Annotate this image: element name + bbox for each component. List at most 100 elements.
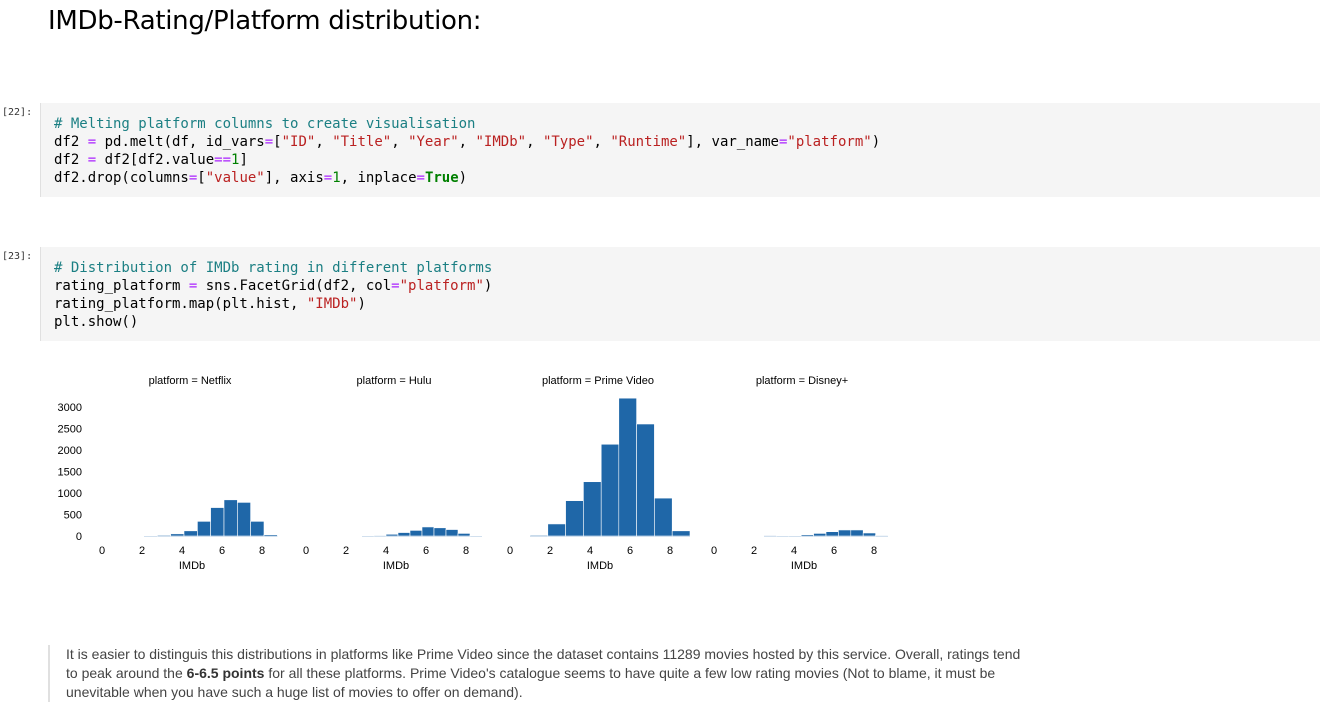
code-line: plt.show(): [54, 313, 1320, 331]
histogram-bar: [583, 481, 602, 537]
code-token: ): [871, 134, 881, 150]
code-token: ==: [214, 152, 232, 168]
code-token: 1: [332, 170, 341, 186]
code-token: ]: [239, 152, 248, 168]
histogram-bar: [654, 497, 673, 537]
code-token: ): [483, 278, 493, 294]
histogram-bar: [183, 530, 198, 537]
x-tick-label: 6: [627, 545, 633, 557]
x-tick-label: 2: [343, 545, 349, 557]
x-tick-label: 8: [667, 545, 673, 557]
histogram-bar: [875, 535, 889, 537]
code-token: rating_platform: [54, 278, 189, 294]
histogram-bar: [421, 526, 435, 537]
y-tick-label: 0: [76, 531, 82, 543]
y-tick-label: 1000: [58, 488, 82, 500]
histogram-bar: [197, 521, 211, 537]
x-tick-label: 0: [99, 545, 105, 557]
histogram-bar: [409, 530, 423, 537]
code-token: "platform": [399, 278, 484, 294]
code-token: =: [264, 134, 274, 150]
code-token: ,: [458, 134, 476, 150]
histogram-bar: [636, 423, 655, 537]
code-editor[interactable]: # Melting platform columns to create vis…: [54, 115, 1320, 187]
x-axis-label: IMDb: [179, 560, 205, 572]
code-line: # Melting platform columns to create vis…: [54, 115, 1320, 133]
histogram-bar: [157, 534, 171, 537]
y-tick-label: 1500: [58, 466, 82, 478]
histogram-bar: [838, 529, 852, 537]
x-axis-label: IMDb: [587, 560, 613, 572]
x-tick-label: 4: [179, 545, 185, 557]
y-tick-label: 2000: [58, 445, 82, 457]
panel-title: platform = Disney+: [756, 375, 848, 387]
histogram-bar: [600, 443, 620, 537]
code-token: =: [188, 170, 198, 186]
x-tick-label: 2: [139, 545, 145, 557]
histogram-bar: [547, 523, 566, 537]
code-token: # Distribution of IMDb rating in differe…: [54, 260, 493, 276]
histogram-bar: [397, 532, 411, 537]
code-token: rating_platform.map(plt.hist,: [54, 296, 307, 312]
histogram-bar: [433, 527, 447, 537]
code-token: ): [357, 296, 366, 312]
y-tick-label: 500: [64, 509, 82, 521]
histogram-bar: [170, 533, 185, 537]
code-token: True: [424, 170, 459, 186]
code-token: "Title": [332, 134, 392, 150]
histogram-bar: [618, 397, 637, 537]
histogram-bar: [800, 534, 814, 537]
code-token: "IMDb": [475, 134, 527, 150]
code-token: pd.melt(df, id_vars: [96, 134, 265, 150]
code-token: sns.FacetGrid(df2, col: [197, 278, 392, 294]
cell-prompt: [23]:: [2, 251, 33, 262]
histogram-bar: [825, 531, 839, 537]
code-token: =: [323, 170, 333, 186]
code-token: plt.show(): [54, 314, 139, 330]
histogram-bar: [862, 532, 876, 537]
code-token: "ID": [281, 134, 316, 150]
histogram-bar: [813, 533, 827, 537]
x-tick-label: 6: [831, 545, 837, 557]
code-token: "Year": [408, 134, 459, 150]
code-token: df2: [54, 134, 88, 150]
x-tick-label: 8: [463, 545, 469, 557]
x-tick-label: 0: [303, 545, 309, 557]
histogram-bar: [385, 533, 399, 537]
code-editor[interactable]: # Distribution of IMDb rating in differe…: [54, 259, 1320, 331]
code-token: =: [391, 278, 400, 294]
code-token: =: [416, 170, 425, 186]
x-axis-label: IMDb: [791, 560, 817, 572]
histogram-bar: [223, 499, 238, 537]
x-tick-label: 6: [219, 545, 225, 557]
histogram-bar: [210, 507, 225, 537]
code-cell-22[interactable]: # Melting platform columns to create vis…: [40, 103, 1320, 197]
histogram-bar: [373, 535, 387, 537]
x-tick-label: 6: [423, 545, 429, 557]
code-cell-23[interactable]: # Distribution of IMDb rating in differe…: [40, 247, 1320, 341]
markdown-text: for all these platforms. Prime Video's c…: [66, 665, 996, 700]
code-token: # Melting platform columns to create vis…: [54, 116, 476, 132]
panel-title: platform = Netflix: [149, 375, 232, 387]
code-line: # Distribution of IMDb rating in differe…: [54, 259, 1320, 277]
code-token: ,: [315, 134, 333, 150]
code-token: "IMDb": [306, 296, 358, 312]
markdown-bold: 6-6.5 points: [186, 665, 265, 681]
code-token: , inplace: [340, 170, 417, 186]
code-token: "Runtime": [610, 134, 687, 150]
x-tick-label: 0: [711, 545, 717, 557]
code-token: [: [197, 170, 206, 186]
histogram-bar: [565, 500, 584, 537]
section-heading: IMDb-Rating/Platform distribution:: [48, 6, 482, 36]
histogram-bar: [850, 529, 864, 537]
histogram-bar: [250, 521, 265, 537]
code-token: =: [778, 134, 788, 150]
code-token: ,: [593, 134, 611, 150]
code-line: df2 = pd.melt(df, id_vars=["ID", "Title"…: [54, 133, 1320, 151]
x-tick-label: 4: [791, 545, 797, 557]
code-token: ,: [526, 134, 543, 150]
x-tick-label: 2: [751, 545, 757, 557]
code-token: =: [87, 152, 97, 168]
code-token: "value": [205, 170, 265, 186]
